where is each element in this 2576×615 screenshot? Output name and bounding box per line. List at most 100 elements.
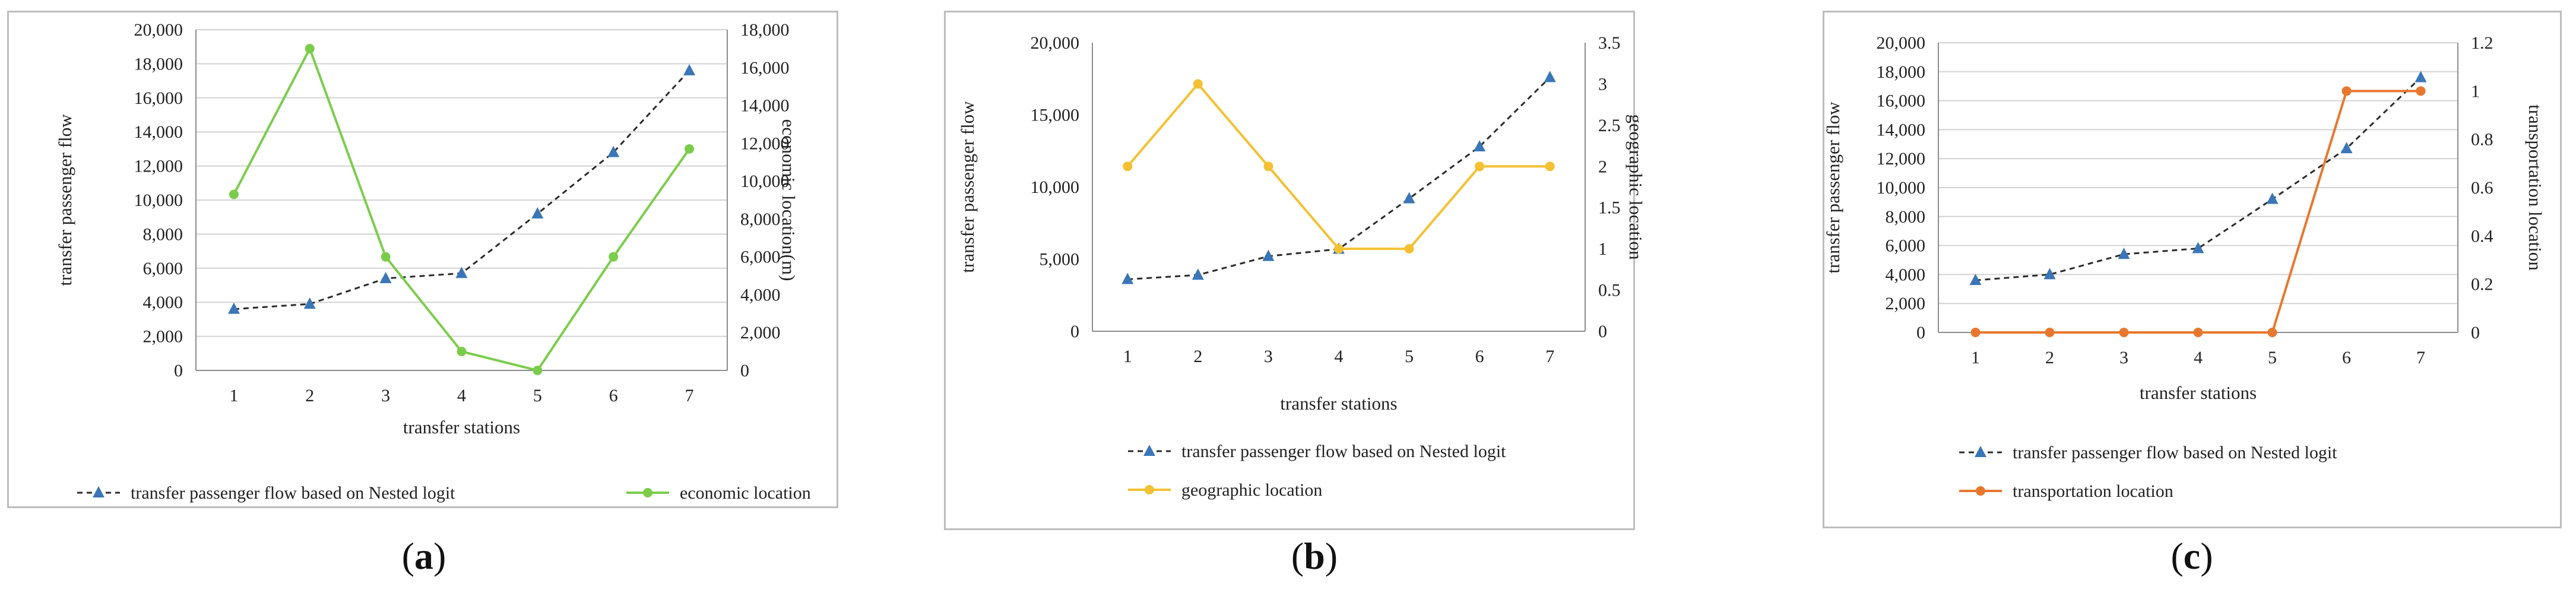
legend-item: transfer passenger flow based on Nested … [1959, 443, 2337, 462]
y2-tick-label: 0.5 [1598, 281, 1621, 300]
y-tick-label: 10,000 [134, 191, 183, 210]
data-point-circle [305, 43, 315, 53]
data-point-circle [2119, 328, 2129, 337]
caption-letter: a [414, 535, 433, 577]
x-tick-label: 6 [2342, 348, 2351, 367]
x-tick-label: 7 [685, 386, 694, 405]
data-point-triangle [2118, 248, 2130, 259]
data-point-triangle [531, 207, 544, 218]
y-tick-label: 6,000 [143, 259, 183, 278]
data-point-triangle [1262, 249, 1275, 261]
y-tick-label: 4,000 [1886, 265, 1926, 284]
y2-tick-label: 14,000 [740, 96, 790, 116]
data-point-circle [1193, 79, 1203, 89]
data-point-triangle [1403, 192, 1415, 204]
legend-marker [93, 486, 104, 497]
x-tick-label: 3 [1264, 347, 1273, 366]
y2-tick-label: 0 [740, 361, 749, 381]
y2-tick-label: 2.5 [1598, 116, 1621, 135]
y-tick-label: 5,000 [1040, 250, 1080, 270]
data-point-triangle [683, 64, 696, 75]
y2-tick-label: 0.8 [2471, 130, 2493, 150]
y-tick-label: 18,000 [1877, 62, 1926, 82]
x-tick-label: 7 [2416, 348, 2425, 367]
data-point-triangle [379, 272, 392, 284]
y2-tick-label: 0 [2471, 323, 2480, 343]
y-axis-label: transfer passenger flow [55, 114, 75, 286]
legend-marker [1145, 485, 1154, 494]
y-tick-label: 20,000 [134, 20, 183, 40]
legend-label: transfer passenger flow based on Nested … [131, 483, 455, 503]
y-tick-label: 10,000 [1031, 177, 1080, 197]
chart-a: 02,0004,0006,0008,00010,00012,00014,0001… [55, 20, 811, 503]
y2-tick-label: 12,000 [740, 134, 790, 153]
chart-frame-a [7, 11, 838, 508]
y2-tick-label: 0.4 [2471, 226, 2493, 246]
data-point-circle [2267, 328, 2277, 337]
legend-label: economic location [680, 483, 811, 503]
x-axis-label: transfer stations [2140, 382, 2257, 403]
y-tick-label: 2,000 [1886, 294, 1926, 313]
legend-item: economic location [626, 483, 811, 503]
y2-tick-label: 2,000 [740, 323, 781, 343]
x-tick-label: 3 [2119, 348, 2128, 367]
y2-tick-label: 1 [2471, 81, 2480, 101]
y2-tick-label: 3 [1598, 74, 1607, 94]
y2-tick-label: 2 [1598, 157, 1607, 176]
data-point-triangle [1192, 268, 1204, 280]
chart-c: 0 2,000 4,000 6,000 8,000 10,000 12,000 14,000 1… [1823, 33, 2546, 501]
data-point-circle [533, 366, 543, 375]
legend-marker [1143, 445, 1155, 456]
data-point-circle [2341, 86, 2352, 96]
y-tick-label: 8,000 [1886, 207, 1926, 227]
caption-c: (c) [2171, 535, 2213, 577]
data-point-circle [609, 252, 619, 262]
chart-b: 0 5,000 10,000 15,000 20,000 0 0.5 1 1.5 2 2.5 3 3.5… [957, 33, 1646, 500]
y-tick-label: 0 [1070, 322, 1079, 341]
legend-item: geographic location [1128, 480, 1322, 500]
y2-tick-label: 10,000 [740, 172, 790, 191]
x-tick-label: 5 [2268, 348, 2277, 367]
y2-tick-label: 6,000 [740, 248, 781, 267]
caption-b: (b) [1291, 535, 1338, 577]
y-tick-label: 4,000 [143, 293, 183, 312]
y-tick-label: 0 [1916, 323, 1925, 343]
legend-label: transfer passenger flow based on Nested … [2013, 443, 2337, 462]
y-tick-label: 20,000 [1031, 33, 1080, 53]
chart-frame-b [944, 11, 1635, 530]
data-point-triangle [1121, 272, 1134, 284]
y-tick-label: 14,000 [134, 122, 183, 142]
legend-label: transportation location [2013, 481, 2173, 501]
x-tick-label: 6 [1475, 347, 1484, 366]
legend-marker [643, 488, 652, 497]
y2-tick-label: 0 [1598, 322, 1607, 341]
x-tick-label: 1 [1971, 348, 1980, 367]
chart-frame-c [1823, 11, 2562, 528]
y-tick-label: 2,000 [143, 327, 183, 347]
y2-tick-label: 18,000 [740, 20, 790, 40]
y-axis-label: transfer passenger flow [957, 101, 978, 273]
y-tick-label: 12,000 [134, 157, 183, 176]
legend-item: transfer passenger flow based on Nested … [1128, 442, 1506, 461]
x-tick-label: 6 [609, 386, 618, 405]
y2-axis-label: economic location(m) [778, 119, 799, 281]
x-tick-label: 1 [229, 386, 238, 405]
data-point-circle [1475, 161, 1485, 172]
data-point-triangle [1544, 71, 1556, 83]
legend-marker [1975, 446, 1986, 457]
y2-axis-label: transportation location [2525, 104, 2546, 271]
series-line [1975, 90, 2421, 334]
data-point-circle [1263, 161, 1273, 172]
data-point-triangle [2192, 242, 2204, 253]
x-tick-label: 5 [533, 386, 542, 405]
data-point-triangle [2415, 71, 2427, 83]
legend-label: geographic location [1181, 480, 1322, 500]
y2-tick-label: 1 [1598, 239, 1607, 259]
data-point-triangle [2043, 268, 2056, 280]
x-axis-label: transfer stations [403, 417, 520, 438]
y-tick-label: 14,000 [1877, 120, 1926, 140]
data-point-circle [1545, 161, 1555, 172]
legend-item: transportation location [1959, 481, 2173, 501]
x-tick-label: 7 [1545, 347, 1554, 366]
x-tick-label: 5 [1405, 347, 1414, 366]
